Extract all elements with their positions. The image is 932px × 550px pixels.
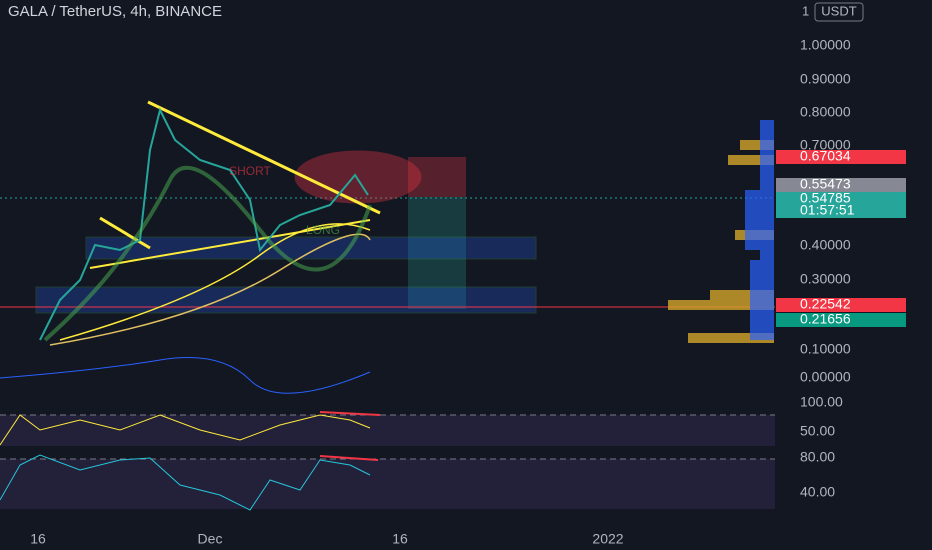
annotation: LONG (306, 223, 340, 237)
price-badge-label: 0.67034 (800, 148, 851, 164)
time-label: 16 (30, 531, 46, 547)
currency-box (814, 2, 864, 22)
price-badge-label: 01:57:51 (800, 202, 855, 218)
price-badge-label: 0.55473 (800, 176, 851, 192)
price-badge-label: 0.22542 (800, 296, 851, 312)
time-label: 2022 (592, 531, 623, 547)
price-badge-label: 0.21656 (800, 311, 851, 327)
price-badge (776, 150, 906, 164)
indicator-label: 50.00 (800, 423, 835, 439)
price-label: 1.00000 (800, 37, 851, 53)
price-label: 0.70000 (800, 137, 851, 153)
price-badge (776, 204, 906, 218)
price-badge (776, 313, 906, 327)
price-label: 0.90000 (800, 71, 851, 87)
currency-label: USDT (821, 3, 856, 18)
price-badge (776, 192, 906, 206)
indicator-label: 40.00 (800, 484, 835, 500)
price-label: 0.80000 (800, 104, 851, 120)
price-badge (776, 298, 906, 312)
price-axis-top: 1 (802, 3, 809, 18)
price-label: 0.00000 (800, 369, 851, 385)
price-label: 0.30000 (800, 271, 851, 287)
chart-drawings (0, 100, 775, 511)
time-label: 16 (392, 531, 408, 547)
indicator-label: 80.00 (800, 449, 835, 465)
time-label: Dec (198, 531, 223, 547)
chart-title: GALA / TetherUS, 4h, BINANCE (8, 3, 222, 20)
price-label: 0.40000 (800, 237, 851, 253)
price-badge-label: 0.54785 (800, 190, 851, 206)
indicator-label: 100.00 (800, 394, 843, 410)
price-badge (776, 178, 906, 192)
price-label: 0.10000 (800, 341, 851, 357)
annotation: SHORT (229, 164, 271, 178)
